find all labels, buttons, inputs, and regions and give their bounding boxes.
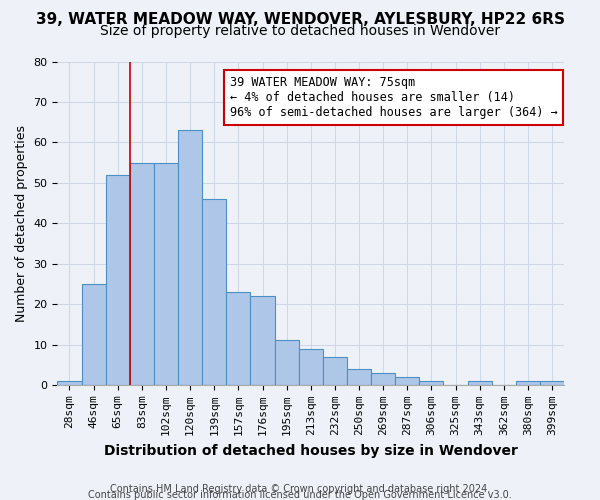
Bar bbox=[202, 199, 226, 385]
Bar bbox=[58, 381, 82, 385]
Bar bbox=[371, 373, 395, 385]
Bar bbox=[82, 284, 106, 385]
Bar bbox=[250, 296, 275, 385]
Bar bbox=[467, 381, 492, 385]
X-axis label: Distribution of detached houses by size in Wendover: Distribution of detached houses by size … bbox=[104, 444, 518, 458]
Bar bbox=[106, 174, 130, 385]
Bar bbox=[154, 162, 178, 385]
Bar bbox=[516, 381, 540, 385]
Text: Contains HM Land Registry data © Crown copyright and database right 2024.: Contains HM Land Registry data © Crown c… bbox=[110, 484, 490, 494]
Text: 39 WATER MEADOW WAY: 75sqm
← 4% of detached houses are smaller (14)
96% of semi-: 39 WATER MEADOW WAY: 75sqm ← 4% of detac… bbox=[230, 76, 557, 119]
Bar bbox=[395, 377, 419, 385]
Text: Size of property relative to detached houses in Wendover: Size of property relative to detached ho… bbox=[100, 24, 500, 38]
Bar bbox=[347, 369, 371, 385]
Bar bbox=[323, 356, 347, 385]
Bar bbox=[299, 348, 323, 385]
Bar bbox=[540, 381, 564, 385]
Text: 39, WATER MEADOW WAY, WENDOVER, AYLESBURY, HP22 6RS: 39, WATER MEADOW WAY, WENDOVER, AYLESBUR… bbox=[35, 12, 565, 28]
Bar bbox=[226, 292, 250, 385]
Bar bbox=[419, 381, 443, 385]
Bar bbox=[275, 340, 299, 385]
Bar bbox=[130, 162, 154, 385]
Y-axis label: Number of detached properties: Number of detached properties bbox=[15, 124, 28, 322]
Text: Contains public sector information licensed under the Open Government Licence v3: Contains public sector information licen… bbox=[88, 490, 512, 500]
Bar bbox=[178, 130, 202, 385]
